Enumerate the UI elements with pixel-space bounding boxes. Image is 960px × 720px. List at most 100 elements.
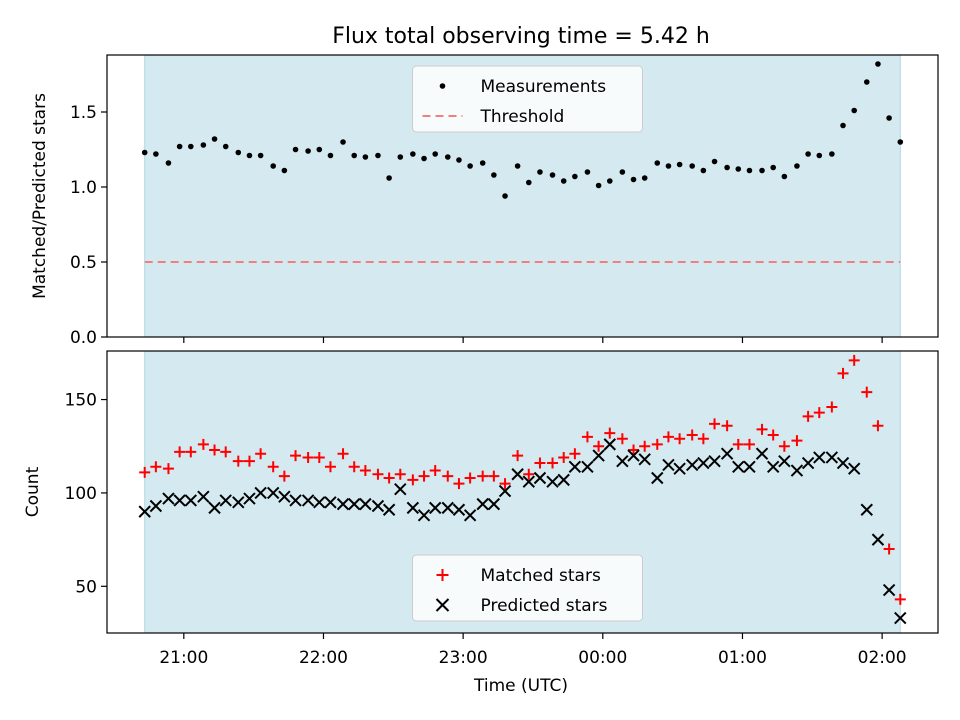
predicted-star-point [801, 456, 815, 470]
measurement-point [200, 142, 207, 148]
measurement-point [467, 163, 473, 169]
measurement-point [246, 152, 253, 159]
measurement-point [549, 172, 556, 178]
matched-star-point [778, 440, 790, 452]
matched-star-point [394, 468, 406, 480]
predicted-star-point [708, 454, 721, 468]
matched-star-point [604, 427, 616, 439]
measurement-point [153, 151, 159, 157]
predicted-star-point [871, 533, 885, 546]
matched-star-point [651, 438, 663, 450]
matched-star-point [209, 444, 221, 456]
measurement-point [886, 115, 892, 121]
matched-star-point [278, 470, 290, 482]
measurement-point [176, 143, 183, 150]
predicted-star-point [662, 458, 675, 472]
matched-star-point [453, 478, 465, 490]
predicted-star-point [755, 447, 769, 460]
count-y-axis-label: Count [23, 466, 43, 517]
measurement-point [759, 167, 765, 174]
measurement-point [444, 154, 451, 160]
count-panel: 50 100 150 Count Matched stars Predicted star… [23, 350, 939, 639]
matched-star-point [255, 448, 267, 460]
measurement-point [351, 152, 358, 159]
measurement-point [829, 151, 835, 157]
matched-star-point [429, 465, 441, 477]
matched-star-point [547, 457, 559, 469]
measurement-point [735, 166, 742, 172]
matched-star-point [662, 431, 674, 443]
predicted-star-point [406, 501, 420, 515]
matched-star-point [581, 431, 593, 443]
ratio-ytick-label: 0.5 [70, 253, 97, 273]
measurement-point [595, 182, 602, 189]
matched-star-point [243, 455, 255, 467]
measurement-point [572, 173, 578, 180]
predicted-star-point [581, 460, 594, 473]
predicted-star-point [359, 497, 372, 511]
matched-star-point [534, 457, 546, 469]
matched-star-point [162, 463, 174, 475]
matched-star-point [872, 420, 884, 432]
measurement-point [525, 179, 532, 186]
matched-star-point [372, 468, 384, 480]
predicted-star-point [511, 468, 524, 481]
matched-star-point [348, 461, 360, 473]
matched-star-point [512, 450, 524, 462]
predicted-star-point [616, 454, 629, 468]
matched-star-point [232, 455, 244, 467]
matched-star-point [837, 367, 849, 379]
xtick-label: 23:00 [439, 648, 488, 668]
matched-star-point [290, 450, 302, 462]
count-ytick-label: 100 [65, 484, 97, 504]
measurement-point [746, 167, 753, 174]
predicted-star-point [371, 499, 385, 513]
predicted-star-point [219, 494, 232, 507]
measurement-point [491, 172, 497, 178]
matched-star-point [767, 429, 779, 441]
ratio-series-measurements [141, 61, 904, 199]
matched-star-point [697, 433, 709, 445]
predicted-star-point [882, 583, 896, 597]
measurement-point [700, 167, 707, 174]
predicted-star-point [533, 471, 547, 485]
predicted-star-point [452, 503, 466, 516]
predicted-star-point [813, 451, 826, 464]
measurement-point [222, 143, 229, 150]
predicted-star-point [673, 462, 686, 475]
matched-star-point [139, 466, 151, 478]
measurement-point [362, 154, 369, 160]
count-axes-frame [106, 350, 939, 634]
predicted-star-point [732, 460, 745, 473]
predicted-star-point [138, 505, 151, 518]
predicted-star-point [243, 492, 256, 505]
predicted-star-point [347, 497, 361, 511]
legend-label: Measurements [481, 77, 607, 97]
matched-star-point [686, 429, 698, 441]
measurement-point [340, 139, 346, 145]
predicted-star-point [592, 449, 605, 462]
measurement-point [689, 163, 695, 169]
measurement-point [711, 158, 718, 165]
predicted-star-point [278, 490, 291, 503]
matched-star-point [709, 418, 721, 430]
matched-star-point [383, 472, 395, 484]
measurement-point [619, 169, 626, 175]
ratio-ytick-label: 1.5 [70, 103, 97, 123]
legend-label: Predicted stars [481, 596, 608, 616]
measurement-point [875, 61, 881, 67]
predicted-star-point [417, 509, 431, 522]
ratio-y-axis-label: Matched/Predicted stars [30, 93, 50, 299]
predicted-star-point [266, 486, 280, 500]
predicted-star-point [766, 460, 780, 473]
measurement-point [235, 149, 242, 156]
matched-star-point [802, 410, 814, 422]
xtick-label: 01:00 [718, 648, 767, 668]
measurement-point [292, 146, 299, 153]
measurement-point [211, 136, 218, 142]
legend-measurements-marker [439, 83, 446, 89]
matched-star-point [174, 446, 186, 458]
matched-star-point [267, 461, 279, 473]
measurement-point [281, 167, 288, 174]
matched-star-point [523, 468, 535, 480]
